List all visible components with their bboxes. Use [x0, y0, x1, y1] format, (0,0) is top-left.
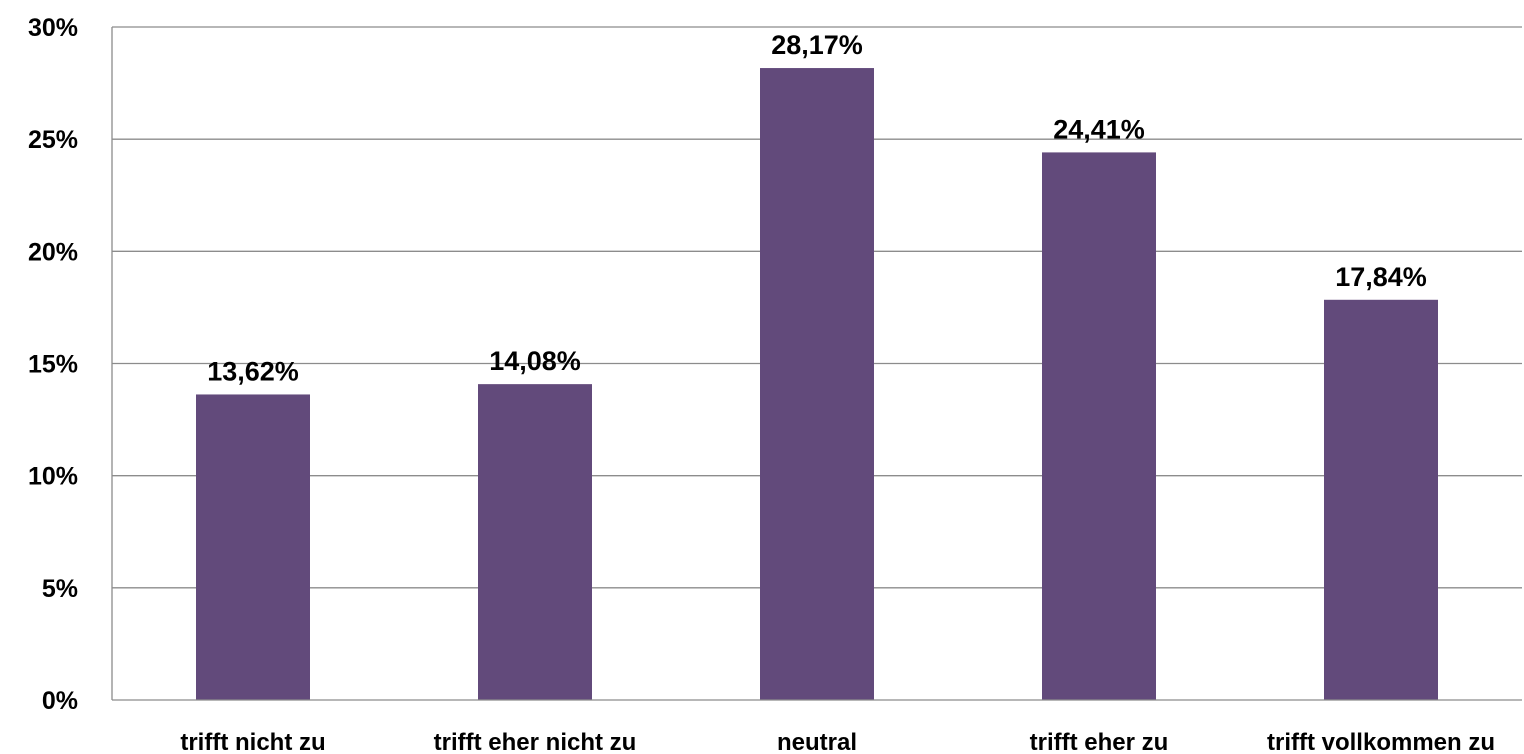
x-category-label: trifft eher zu	[1030, 729, 1169, 754]
bar	[1042, 152, 1156, 700]
x-category-label: trifft eher nicht zu	[434, 729, 637, 754]
axes	[111, 27, 1522, 701]
data-label: 28,17%	[771, 30, 863, 60]
bar	[196, 394, 310, 700]
data-label: 13,62%	[207, 356, 299, 386]
x-category-label: neutral	[777, 729, 857, 754]
data-label: 17,84%	[1335, 262, 1427, 292]
bar	[760, 68, 874, 701]
x-category-label: trifft vollkommen zu	[1267, 729, 1495, 754]
bar	[478, 384, 592, 700]
x-category-label: trifft nicht zu	[180, 729, 325, 754]
y-tick-label: 15%	[28, 351, 78, 379]
bars	[196, 68, 1438, 701]
y-tick-label: 5%	[42, 575, 78, 603]
y-tick-label: 25%	[28, 126, 78, 154]
bar	[1324, 299, 1438, 700]
y-tick-label: 30%	[28, 14, 78, 42]
y-tick-label: 10%	[28, 463, 78, 491]
data-label: 14,08%	[489, 346, 581, 376]
y-tick-label: 0%	[42, 687, 78, 715]
labels: 0% 5% 10% 15% 20% 25% 30% 13,62% trifft nicht zu…	[28, 14, 1495, 754]
y-tick-label: 20%	[28, 238, 78, 266]
data-label: 24,41%	[1053, 114, 1145, 144]
